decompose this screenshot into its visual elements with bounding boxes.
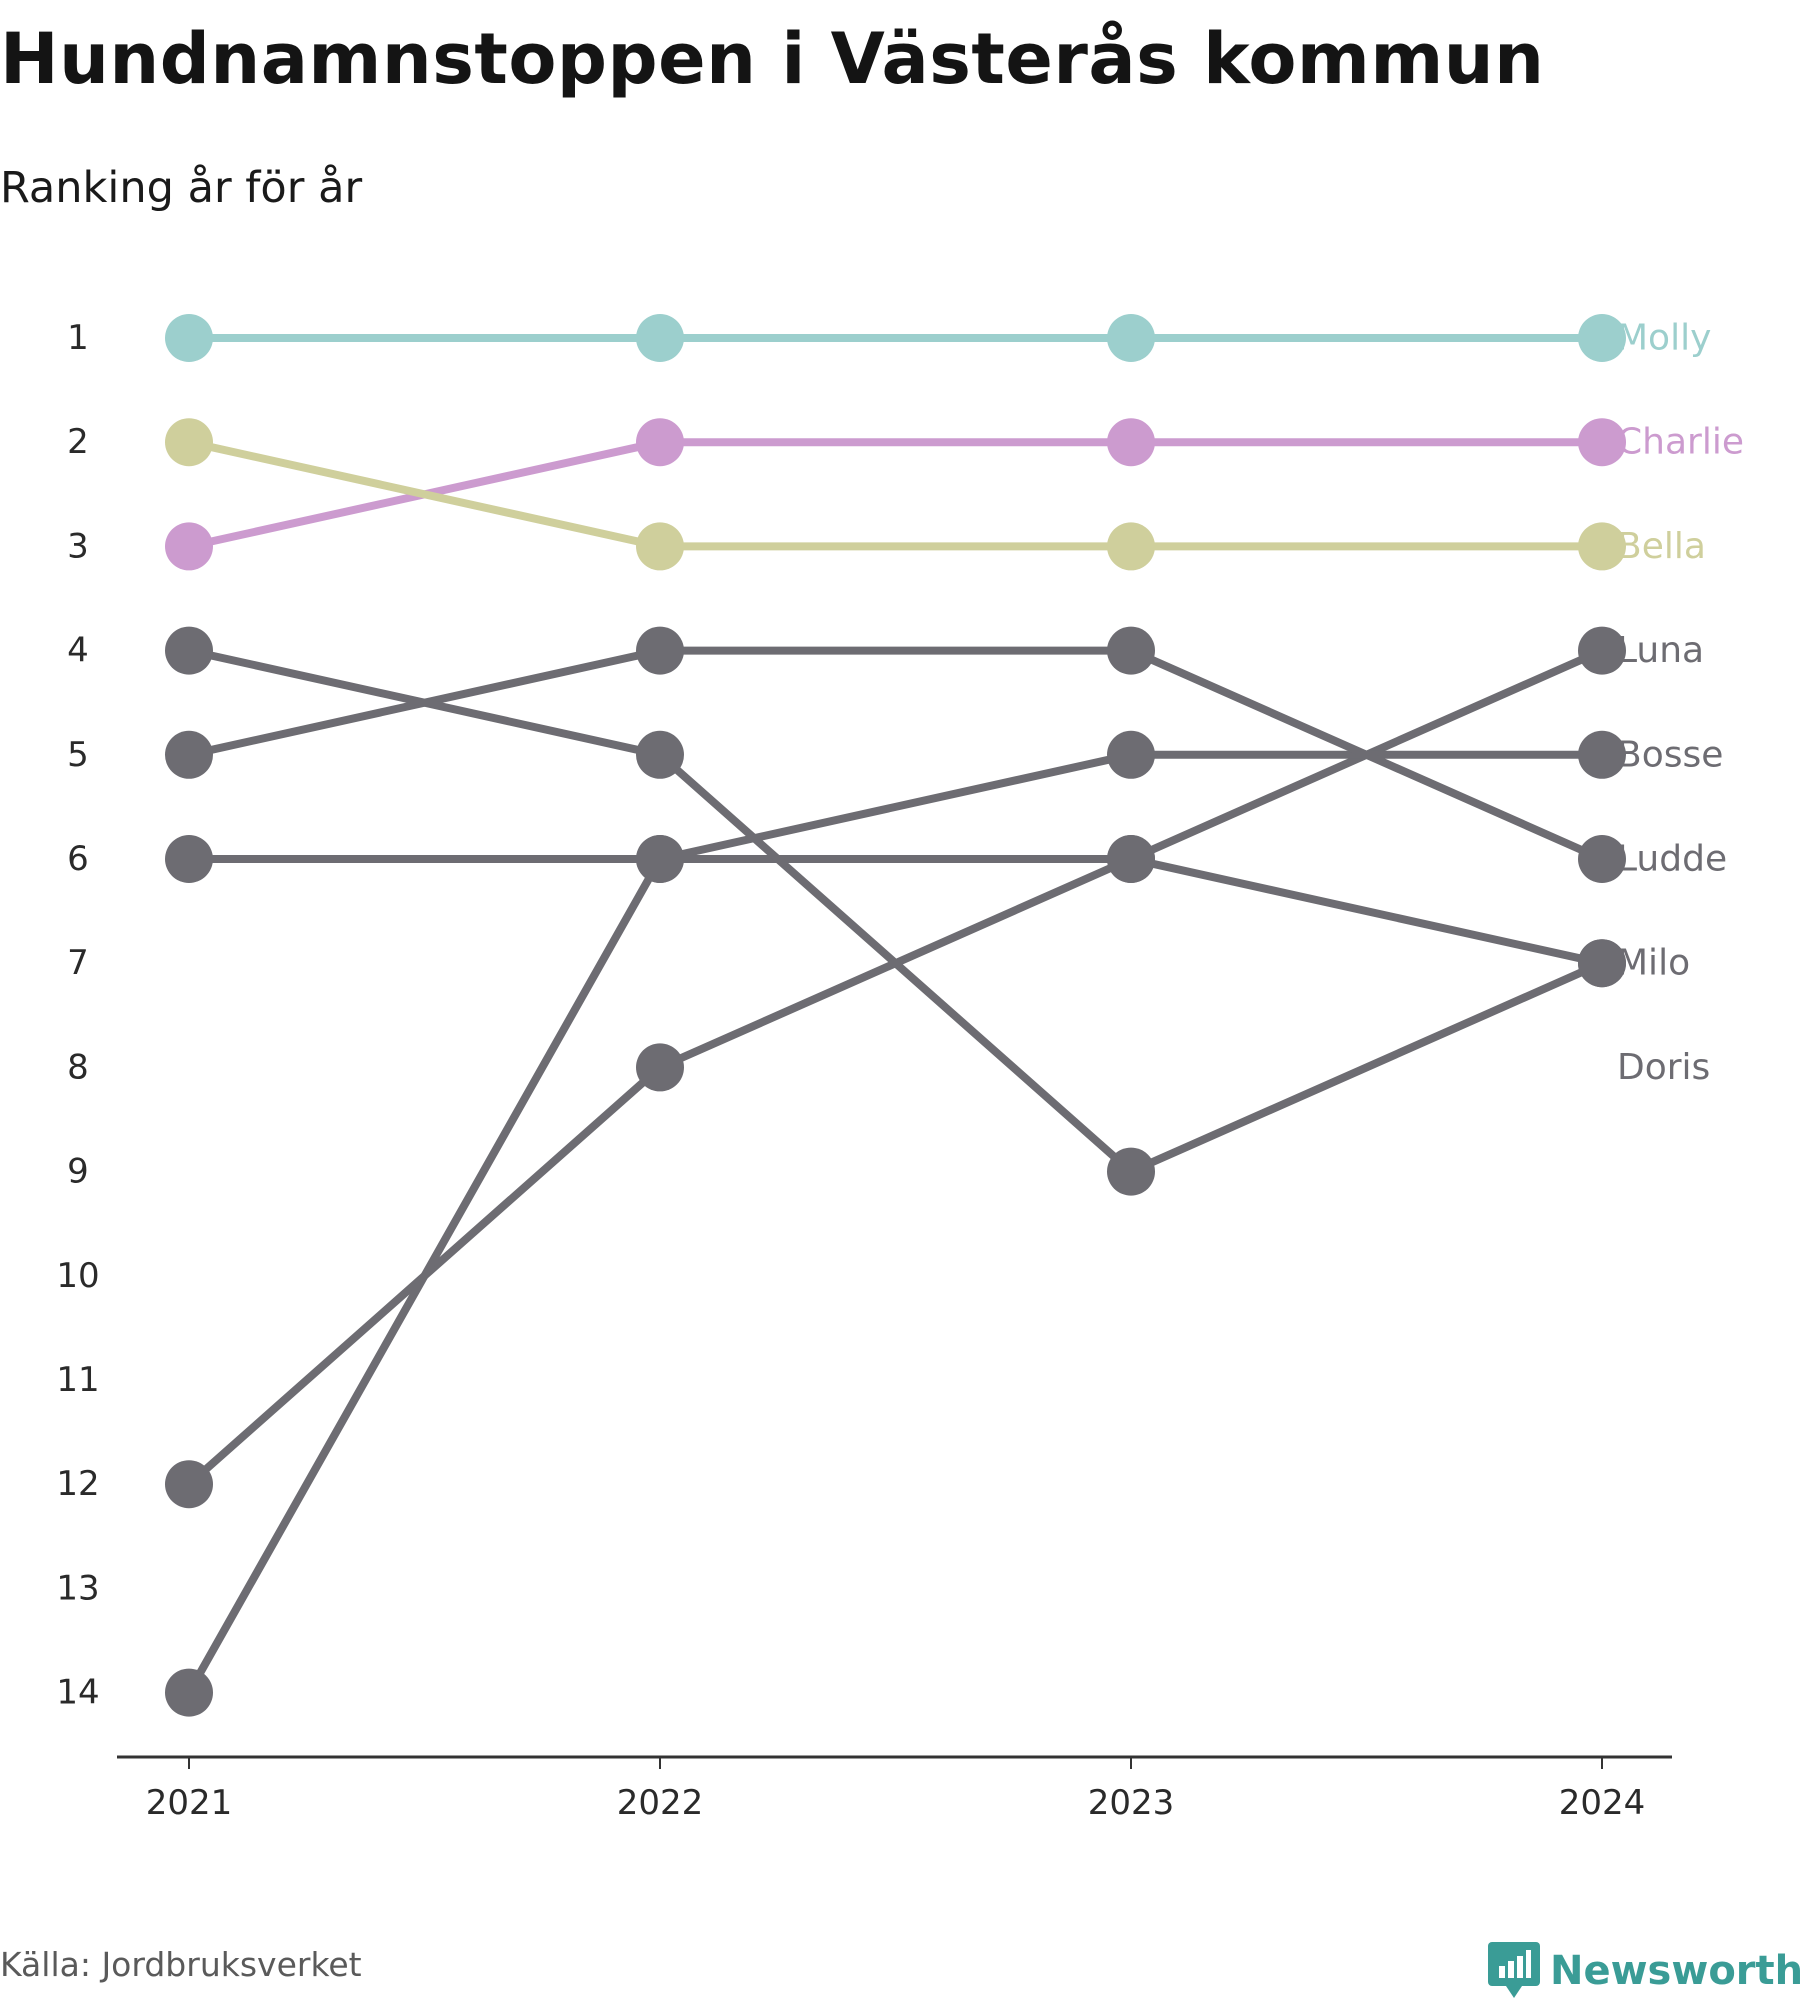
data-point-bella [1107,522,1155,571]
x-tick-label: 2024 [1559,1783,1646,1823]
data-point-charlie [1578,418,1626,467]
series-label-bella: Bella [1617,526,1706,567]
series-label-milo: Milo [1617,943,1690,984]
series-line-bosse [185,750,1606,1697]
data-point-bosse [165,1668,213,1717]
data-point-ludde [636,626,684,675]
data-point-luna [165,1460,213,1509]
y-tick-label: 6 [67,839,89,879]
data-point-molly [1107,314,1155,362]
newsworthy-logo[interactable]: Newsworthy [1488,1940,1800,2002]
data-point-molly [165,314,213,362]
series-label-bosse: Bosse [1617,734,1723,775]
series-line-milo [185,855,1606,968]
y-tick-label: 2 [67,422,89,462]
y-tick-label: 12 [56,1464,99,1504]
y-tick-label: 11 [56,1360,99,1400]
series-line-bella [185,438,1606,551]
brand-name: Newsworthy [1550,1948,1800,1994]
data-point-milo [165,835,213,883]
data-point-ludde [1107,626,1155,675]
data-point-milo [636,835,684,883]
data-point-charlie [636,418,684,467]
data-point-doris [1107,1147,1155,1196]
y-tick-label: 13 [56,1568,99,1608]
data-point-charlie [165,522,213,571]
data-point-molly [636,314,684,362]
data-point-milo [1107,835,1155,883]
series-line-doris [185,646,1606,1176]
y-tick-label: 8 [67,1047,89,1087]
series-label-doris: Doris [1617,1047,1710,1088]
x-tick-label: 2022 [617,1783,704,1823]
data-point-bella [636,522,684,571]
series-label-charlie: Charlie [1617,422,1744,463]
data-point-bosse [1107,730,1155,779]
series-label-luna: Luna [1617,630,1704,671]
y-tick-label: 4 [67,631,89,671]
data-point-luna [636,1043,684,1092]
x-tick-label: 2021 [146,1783,233,1823]
y-tick-label: 5 [67,735,89,775]
data-point-ludde [165,730,213,779]
data-point-doris [165,626,213,675]
data-point-doris [1578,939,1626,988]
y-tick-label: 1 [67,318,89,358]
data-point-doris [636,730,684,779]
data-point-luna [1578,626,1626,675]
chart-title: Hundnamnstoppen i Västerås kommun [0,18,1545,100]
y-tick-label: 14 [56,1673,99,1713]
data-point-charlie [1107,418,1155,467]
source-note: Källa: Jordbruksverket [0,1945,362,1984]
bar-chart-speech-bubble-icon [1488,1942,1540,1998]
data-point-bosse [1578,730,1626,779]
y-tick-label: 10 [56,1256,99,1296]
y-tick-label: 7 [67,943,89,983]
chart-subtitle: Ranking år för år [0,163,363,213]
data-point-ludde [1578,835,1626,883]
y-tick-label: 9 [67,1152,89,1192]
data-point-bella [165,418,213,467]
data-point-molly [1578,314,1626,362]
data-point-bella [1578,522,1626,571]
series-line-luna [185,646,1606,1489]
series-label-ludde: Ludde [1617,839,1727,880]
series-label-molly: Molly [1617,318,1711,359]
series-line-charlie [185,438,1606,551]
x-tick-label: 2023 [1088,1783,1175,1823]
y-tick-label: 3 [67,526,89,566]
